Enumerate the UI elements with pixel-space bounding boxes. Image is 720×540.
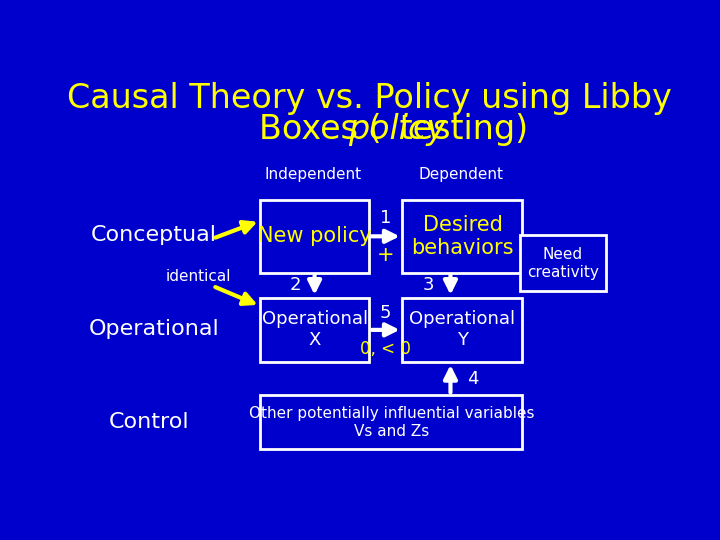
Text: Boxes (: Boxes ( [259, 113, 382, 146]
Text: Control: Control [108, 413, 189, 433]
Text: 4: 4 [467, 370, 479, 388]
FancyBboxPatch shape [260, 200, 369, 273]
FancyBboxPatch shape [520, 235, 606, 292]
Text: Operational
Y: Operational Y [410, 310, 516, 349]
Text: Causal Theory vs. Policy using Libby: Causal Theory vs. Policy using Libby [66, 82, 672, 114]
FancyBboxPatch shape [402, 298, 523, 362]
Text: 5: 5 [380, 304, 392, 322]
FancyBboxPatch shape [260, 298, 369, 362]
Text: policy: policy [348, 113, 446, 146]
FancyBboxPatch shape [402, 200, 523, 273]
Text: Need
creativity: Need creativity [527, 247, 599, 280]
Text: Independent: Independent [265, 167, 361, 183]
Text: Operational
X: Operational X [261, 310, 368, 349]
Text: Dependent: Dependent [418, 167, 503, 183]
Text: testing): testing) [389, 113, 528, 146]
Text: Desired
behaviors: Desired behaviors [411, 215, 513, 258]
Text: 2: 2 [289, 276, 301, 294]
Text: +: + [377, 245, 395, 265]
Text: Conceptual: Conceptual [91, 225, 217, 245]
Text: 3: 3 [423, 276, 434, 294]
Text: Operational: Operational [89, 319, 220, 339]
FancyBboxPatch shape [260, 395, 523, 449]
Text: identical: identical [166, 269, 232, 285]
Text: Other potentially influential variables
Vs and Zs: Other potentially influential variables … [248, 406, 534, 438]
Text: 0, < 0: 0, < 0 [360, 340, 411, 357]
Text: New policy: New policy [258, 226, 372, 246]
Text: 1: 1 [380, 208, 392, 227]
